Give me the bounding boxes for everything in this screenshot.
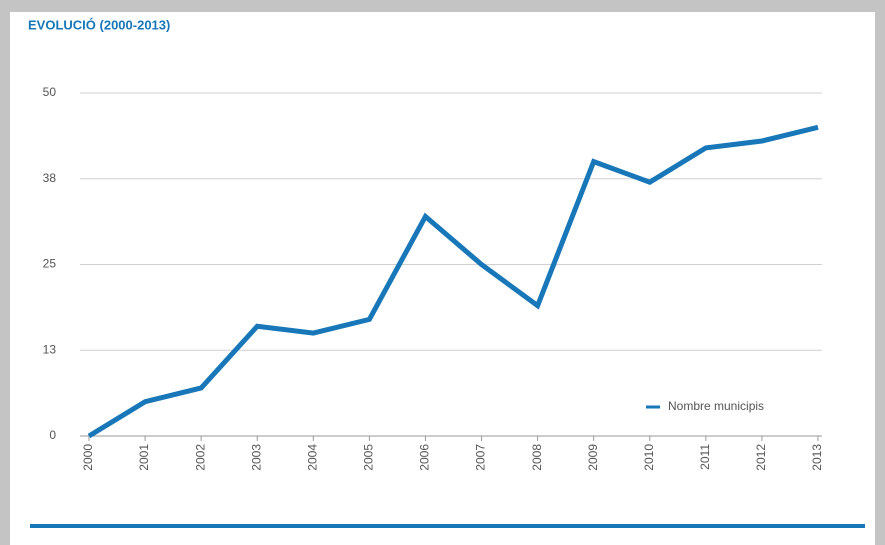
y-tick-label: 13 [43, 342, 57, 356]
x-tick-label: 2000 [81, 444, 95, 471]
line [87, 124, 819, 439]
y-tick-label: 38 [43, 171, 57, 185]
x-tick-label: 2006 [418, 444, 432, 471]
y-tick-label: 0 [49, 428, 56, 442]
x-tick-label: 2007 [474, 444, 488, 471]
y-tick-label: 50 [43, 85, 57, 99]
chart-title: EVOLUCIÓ (2000-2013) [28, 17, 170, 32]
x-tick-label: 2013 [810, 444, 824, 471]
x-tick-label: 2012 [754, 444, 768, 471]
x-tick-label: 2009 [586, 444, 600, 471]
legend-label: Nombre municipis [668, 399, 764, 413]
panel [10, 12, 875, 545]
x-tick-label: 2003 [249, 444, 263, 471]
x-tick-label: 2004 [305, 444, 319, 471]
x-tick-label: 2011 [698, 444, 712, 470]
x-tick-label: 2008 [530, 444, 544, 471]
x-tick-label: 2005 [362, 444, 376, 471]
x-tick-label: 2010 [642, 444, 656, 471]
y-tick-label: 25 [43, 257, 57, 271]
x-tick-label: 2001 [137, 444, 151, 471]
x-tick-label: 2002 [193, 444, 207, 471]
